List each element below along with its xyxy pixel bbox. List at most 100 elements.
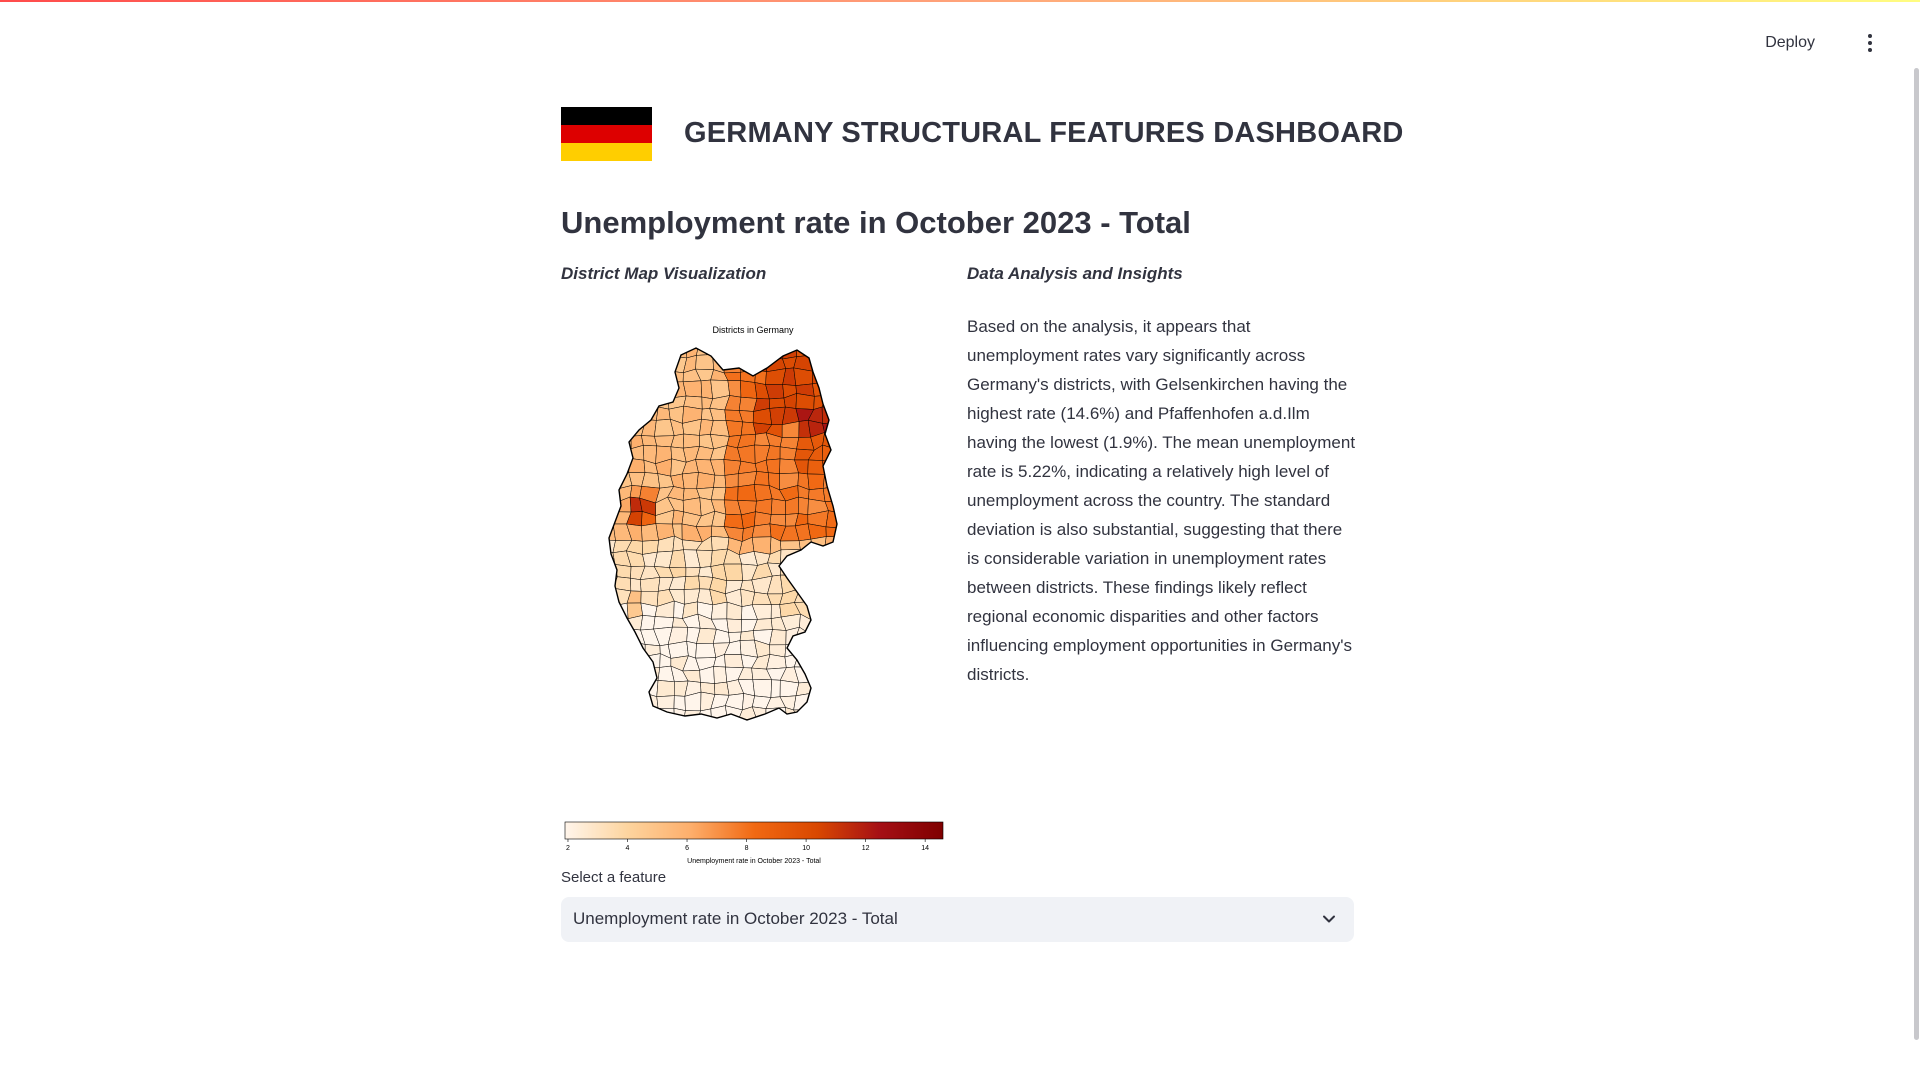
district-polygon [628,394,645,413]
district-polygon [824,549,837,566]
district-polygon [780,540,801,551]
district-polygon [609,459,615,476]
feature-select[interactable]: Unemployment rate in October 2023 - Tota… [561,897,1354,942]
district-polygon [609,602,618,620]
select-feature-label: Select a feature [561,869,667,886]
district-polygon [643,395,659,408]
district-polygon [797,565,814,578]
map-column-heading: District Map Visualization [561,264,767,283]
district-polygon [609,510,617,525]
district-polygon [713,666,728,684]
district-polygon [822,679,837,697]
district-polygon [812,591,828,605]
district-polygon [639,708,659,720]
district-polygon [810,576,829,594]
district-polygon [836,708,837,720]
district-polygon [628,406,647,423]
flag-stripe-black [561,107,652,125]
district-polygon [821,640,837,656]
district-polygon [611,448,632,461]
district-polygon [723,563,743,581]
district-polygon [825,691,837,709]
district-polygon [723,356,743,374]
district-polygon [840,537,853,555]
district-polygon [654,369,673,384]
district-polygon [835,617,837,632]
district-polygon [681,472,699,490]
district-polygon [625,359,643,370]
district-polygon [812,549,827,567]
district-polygon [609,474,619,490]
district-polygon [825,526,837,538]
district-polygon [640,355,658,370]
district-polygon [614,366,632,386]
district-polygon [737,484,757,502]
district-polygon [611,641,632,659]
feature-heading: Unemployment rate in October 2023 - Tota… [561,205,1191,240]
district-polygon [628,380,644,399]
district-polygon [835,601,837,619]
district-polygon [611,422,632,437]
district-polygon [713,474,727,489]
district-polygon [798,496,809,516]
district-polygon [769,629,787,646]
district-polygon [822,666,837,685]
district-polygon [609,683,616,695]
district-polygon [807,631,824,644]
more-vertical-icon[interactable] [1858,31,1882,55]
insights-text: Based on the analysis, it appears that u… [967,317,1356,684]
district-polygon [765,458,781,474]
district-polygon [612,628,632,646]
district-polygon [822,348,837,359]
insights-column: Data Analysis and Insights Based on the … [967,264,1356,689]
district-polygon [837,342,855,359]
district-polygon [615,683,631,698]
district-polygon [609,446,615,464]
district-polygon [770,679,781,698]
district-polygon [841,433,855,451]
district-polygon [655,381,669,399]
chevron-down-icon[interactable] [1320,910,1338,928]
district-polygon [629,366,644,382]
map-column: District Map Visualization Districts in … [561,264,945,865]
colorbar-tick-label: 12 [862,845,870,852]
district-polygon [793,642,814,659]
district-polygon [797,549,814,567]
district-polygon [821,592,837,607]
district-polygon [723,486,739,501]
colorbar-tick-label: 10 [802,845,810,852]
district-polygon [656,695,675,709]
district-polygon [752,408,772,425]
district-polygon [840,590,856,606]
district-polygon [614,668,631,685]
district-polygon [836,510,837,529]
district-map-svg: Districts in Germany 2 4 6 8 10 12 14 Unemploy… [564,325,944,865]
district-polygon [710,487,727,501]
district-polygon [840,553,856,565]
district-polygon [682,433,700,449]
district-polygon [724,473,739,489]
district-polygon [667,641,689,659]
district-polygon [757,348,769,358]
district-polygon [810,562,829,580]
colorbar-tick-label: 4 [626,845,630,852]
district-polygon [696,472,716,490]
district-polygon [654,355,673,372]
district-polygons [609,342,856,720]
district-polygon [835,576,837,593]
district-polygon [809,691,827,710]
district-polygon [836,668,837,685]
flag-stripe-gold [561,143,652,161]
district-polygon [836,695,837,711]
district-polygon [612,618,629,633]
district-polygon [712,348,728,357]
feature-select-value: Unemployment rate in October 2023 - Tota… [573,909,898,928]
scrollbar[interactable] [1914,68,1919,1040]
district-polygon [628,458,646,473]
district-polygon [609,394,613,411]
district-polygon [724,654,744,668]
district-polygon [838,450,856,463]
deploy-button[interactable]: Deploy [1757,30,1823,56]
germany-outline [608,347,838,721]
district-polygon [807,705,826,720]
